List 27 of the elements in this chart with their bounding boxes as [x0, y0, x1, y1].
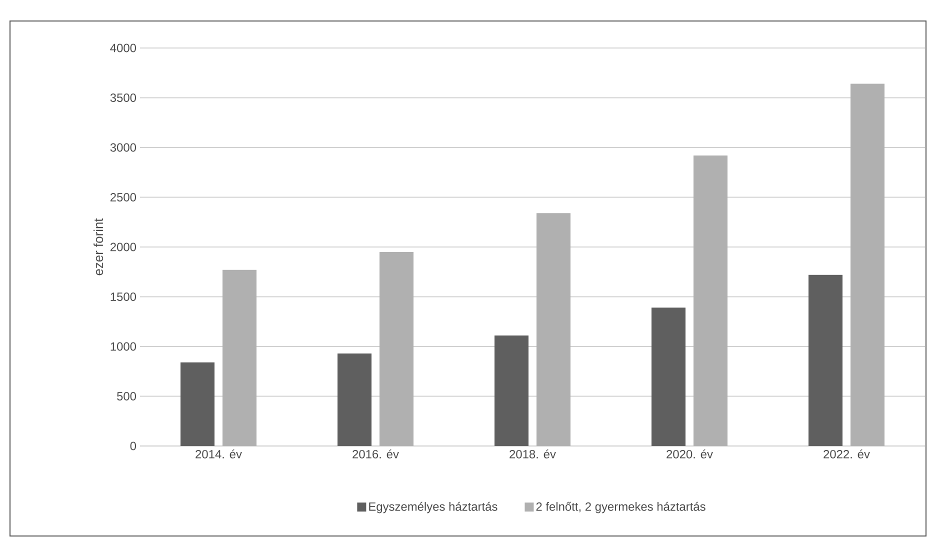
bar	[694, 155, 728, 446]
bar	[338, 353, 372, 446]
bar	[180, 362, 215, 446]
y-tick-label: 2000	[110, 242, 136, 252]
bar	[222, 270, 257, 446]
bar	[380, 252, 414, 446]
x-tick-label: 2016. év	[352, 450, 399, 458]
bar	[652, 308, 686, 446]
bar	[850, 84, 885, 446]
y-tick-label: 0	[130, 442, 136, 450]
y-tick-label: 500	[117, 392, 136, 400]
x-tick-label: 2020. év	[666, 450, 713, 458]
x-tick-label: 2022. év	[824, 450, 870, 458]
bar	[808, 274, 843, 446]
y-tick-label: 1500	[110, 292, 136, 301]
y-tick-label: 1000	[110, 342, 136, 351]
bar	[536, 213, 571, 446]
x-tick-label: 2014. év	[196, 450, 242, 458]
legend-label: Egyszemélyes háztartás	[369, 502, 498, 514]
y-tick-label: 3500	[110, 94, 136, 102]
legend-label: 2 felnőtt, 2 gyermekes háztartás	[536, 502, 706, 514]
y-axis-title: ezer forint	[94, 218, 104, 276]
y-tick-label: 4000	[110, 44, 136, 52]
y-tick-label: 2500	[110, 193, 136, 202]
y-tick-label: 3000	[110, 143, 136, 152]
x-tick-label: 2018. év	[510, 450, 556, 458]
bar	[494, 336, 529, 446]
